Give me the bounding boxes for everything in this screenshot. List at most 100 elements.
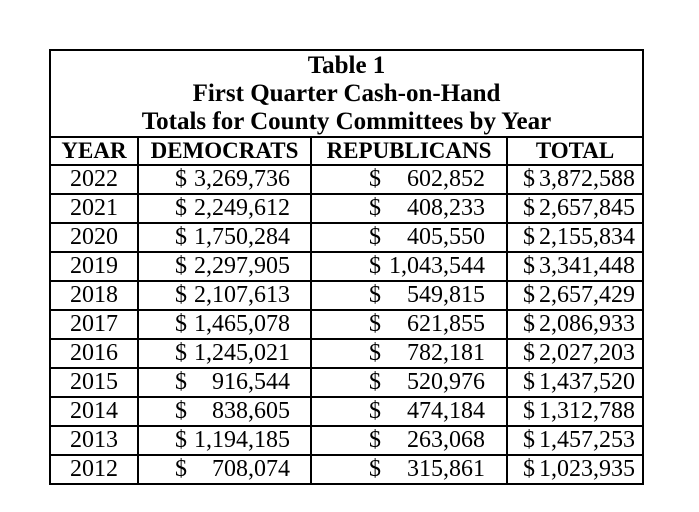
money-value: $315,861 [369, 456, 485, 482]
democrats-cell: $2,297,905 [137, 251, 312, 282]
amount: 1,750,284 [194, 224, 290, 250]
table-row-2020: 2020 $1,750,284 $405,550 $2,155,834 [49, 222, 645, 253]
amount: 2,086,933 [539, 311, 636, 337]
republicans-cell: $602,852 [310, 164, 508, 195]
money-value: $621,855 [369, 311, 485, 337]
table-row-2014: 2014 $838,605 $474,184 $1,312,788 [49, 396, 645, 427]
currency-symbol: $ [175, 166, 187, 192]
table-row-2017: 2017 $1,465,078 $621,855 $2,086,933 [49, 309, 645, 340]
table-title: Table 1 First Quarter Cash-on-Hand Total… [48, 49, 645, 138]
total-cell: $2,657,429 [505, 280, 645, 311]
currency-symbol: $ [369, 253, 381, 279]
year-cell: 2017 [49, 309, 139, 340]
money-value: $1,023,935 [523, 456, 635, 482]
money-value: $549,815 [369, 282, 485, 308]
currency-symbol: $ [523, 253, 536, 279]
democrats-cell: $916,544 [137, 367, 312, 398]
amount: 782,181 [407, 340, 485, 366]
table-title-line-1: Table 1 [307, 51, 386, 79]
amount: 520,976 [407, 369, 485, 395]
currency-symbol: $ [175, 340, 187, 366]
money-value: $1,312,788 [523, 398, 636, 424]
table-title-row: Table 1 First Quarter Cash-on-Hand Total… [48, 49, 645, 138]
currency-symbol: $ [523, 224, 536, 250]
currency-symbol: $ [523, 369, 536, 395]
table-row-2022: 2022 $3,269,736 $602,852 $3,872,588 [49, 164, 645, 195]
table-row-2013: 2013 $1,194,185 $263,068 $1,457,253 [49, 425, 645, 456]
amount: 3,269,736 [194, 166, 290, 192]
year-cell: 2019 [49, 251, 139, 282]
amount: 916,544 [212, 369, 290, 395]
money-value: $405,550 [369, 224, 485, 250]
table-row-2016: 2016 $1,245,021 $782,181 $2,027,203 [49, 338, 645, 369]
currency-symbol: $ [523, 282, 536, 308]
money-value: $408,233 [369, 195, 485, 221]
democrats-cell: $3,269,736 [137, 164, 312, 195]
total-cell: $2,155,834 [505, 222, 645, 253]
currency-symbol: $ [523, 456, 536, 482]
currency-symbol: $ [175, 398, 187, 424]
amount: 1,194,185 [194, 427, 290, 453]
year-cell: 2022 [49, 164, 139, 195]
money-value: $1,245,021 [175, 340, 290, 366]
amount: 405,550 [407, 224, 485, 250]
democrats-cell: $2,249,612 [137, 193, 312, 224]
democrats-cell: $1,245,021 [137, 338, 312, 369]
money-value: $1,465,078 [175, 312, 290, 337]
amount: 2,155,834 [539, 224, 636, 250]
currency-symbol: $ [523, 311, 536, 337]
democrats-cell: $1,465,078 [137, 309, 312, 340]
amount: 2,107,613 [194, 282, 290, 308]
amount: 549,815 [407, 282, 485, 308]
currency-symbol: $ [175, 427, 187, 453]
democrats-cell: $2,107,613 [137, 280, 312, 311]
democrats-cell: $708,074 [137, 454, 312, 485]
table-row-2015: 2015 $916,544 $520,976 $1,437,520 [49, 367, 645, 398]
amount: 315,861 [407, 456, 485, 482]
total-cell: $1,457,253 [505, 425, 645, 456]
republicans-cell: $1,043,544 [310, 251, 508, 282]
amount: 602,852 [407, 166, 485, 192]
money-value: $2,297,905 [175, 254, 290, 279]
table-row-2018: 2018 $2,107,613 $549,815 $2,657,429 [49, 280, 645, 311]
year-cell: 2014 [49, 396, 139, 427]
year-cell: 2013 [49, 425, 139, 456]
amount: 1,245,021 [194, 340, 290, 366]
money-value: $2,107,613 [175, 282, 290, 308]
year-cell: 2020 [49, 222, 139, 253]
table-row-2021: 2021 $2,249,612 $408,233 $2,657,845 [49, 193, 645, 224]
money-value: $1,457,253 [523, 427, 636, 453]
currency-symbol: $ [523, 195, 536, 221]
currency-symbol: $ [369, 195, 381, 221]
money-value: $602,852 [369, 166, 485, 192]
amount: 708,074 [212, 456, 290, 482]
currency-symbol: $ [369, 311, 381, 337]
currency-symbol: $ [369, 282, 381, 308]
money-value: $1,750,284 [175, 224, 290, 250]
table-title-line-2: First Quarter Cash-on-Hand [192, 79, 501, 107]
total-cell: $2,086,933 [505, 309, 645, 340]
total-cell: $1,312,788 [505, 396, 645, 427]
amount: 1,437,520 [539, 369, 636, 395]
currency-symbol: $ [369, 456, 381, 482]
amount: 2,657,429 [539, 282, 636, 308]
republicans-cell: $408,233 [310, 193, 508, 224]
money-value: $782,181 [369, 340, 485, 366]
republicans-cell: $782,181 [310, 338, 508, 369]
currency-symbol: $ [175, 369, 187, 395]
money-value: $2,027,203 [523, 341, 635, 366]
money-value: $2,086,933 [523, 311, 636, 337]
currency-symbol: $ [175, 456, 187, 482]
column-header-republicans: REPUBLICANS [310, 136, 508, 166]
money-value: $1,194,185 [175, 427, 290, 453]
money-value: $3,269,736 [175, 166, 290, 192]
cash-on-hand-table: Table 1 First Quarter Cash-on-Hand Total… [48, 49, 645, 485]
amount: 1,457,253 [539, 427, 636, 453]
money-value: $2,657,429 [523, 282, 636, 308]
currency-symbol: $ [523, 166, 536, 192]
table-title-line-3: Totals for County Committees by Year [141, 107, 552, 135]
table-row-2019: 2019 $2,297,905 $1,043,544 $3,341,448 [49, 251, 645, 282]
amount: 1,312,788 [539, 398, 636, 424]
currency-symbol: $ [369, 340, 381, 366]
